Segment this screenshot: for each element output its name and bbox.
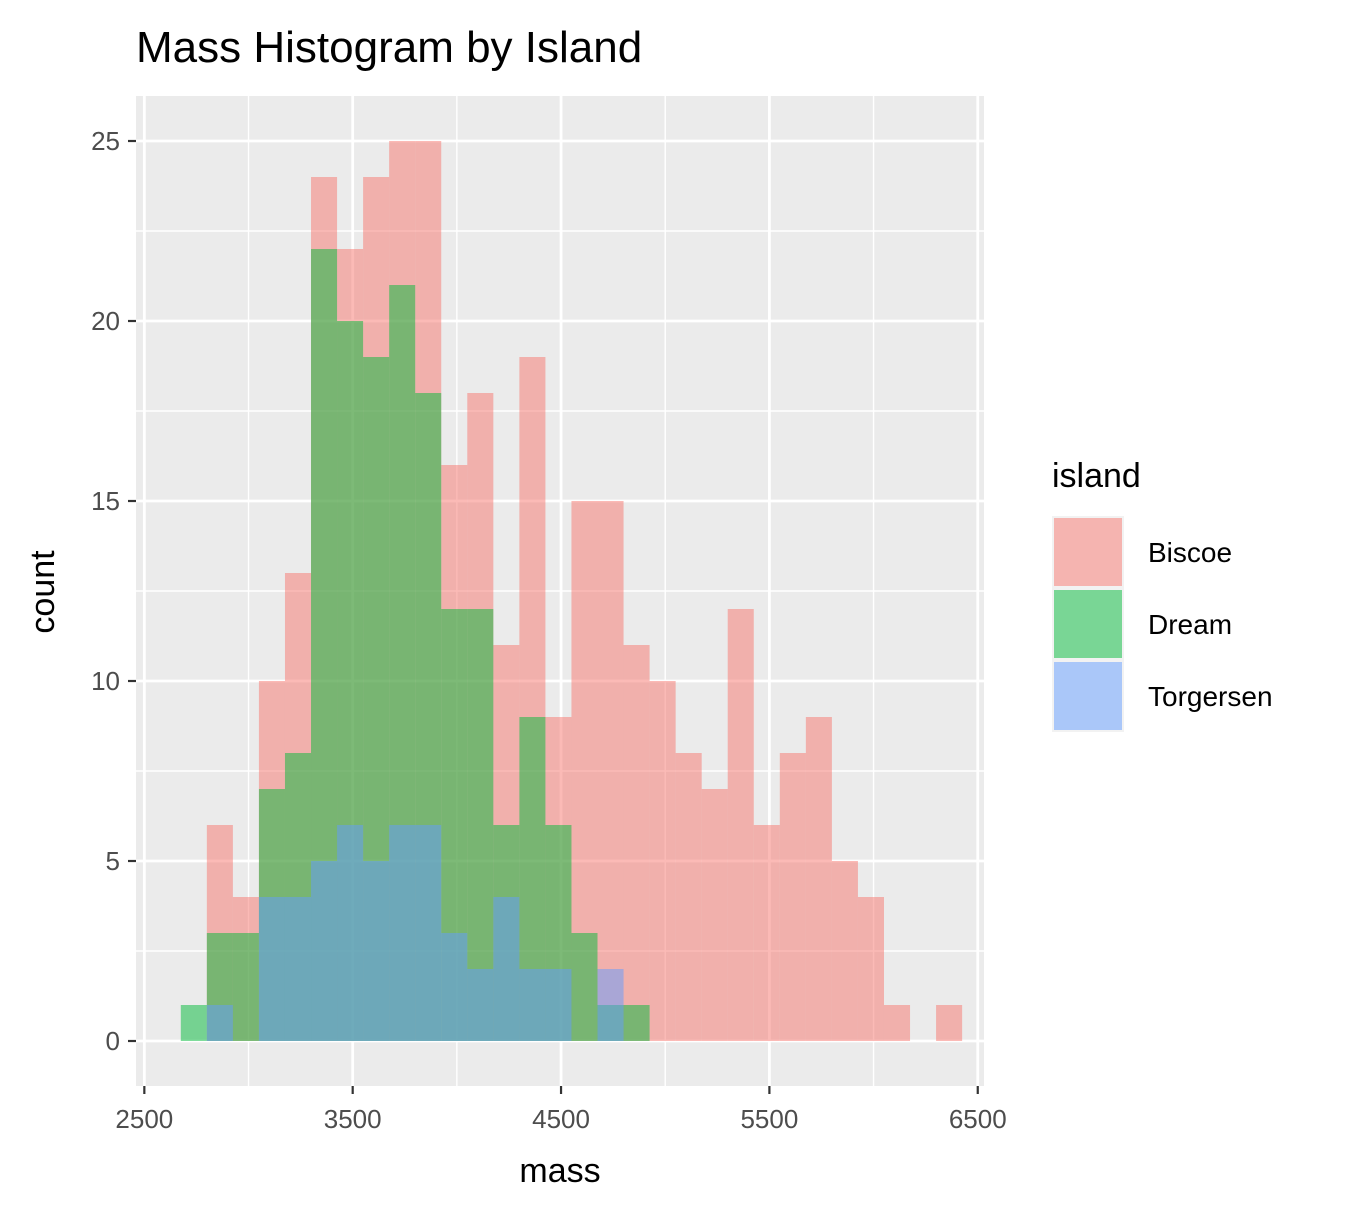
y-tick-label: 0 <box>106 1026 120 1056</box>
legend-item-torgersen: Torgersen <box>1052 660 1273 732</box>
bar-biscoe <box>701 789 728 1041</box>
bar-dream <box>623 1005 650 1041</box>
legend-swatch <box>1054 518 1122 586</box>
bar-torgersen <box>363 861 390 1041</box>
bar-torgersen <box>545 969 572 1041</box>
histogram-bars <box>180 141 963 1041</box>
bar-torgersen <box>206 1005 233 1041</box>
bar-biscoe <box>779 753 806 1041</box>
bar-torgersen <box>519 969 546 1041</box>
legend-label: Torgersen <box>1148 681 1273 712</box>
bar-biscoe <box>623 645 650 1041</box>
bar-biscoe <box>936 1005 963 1041</box>
x-tick-label: 4500 <box>532 1104 590 1134</box>
x-axis-title: mass <box>519 1152 600 1190</box>
legend-label: Dream <box>1148 609 1232 640</box>
bar-biscoe <box>727 609 754 1041</box>
legend-title: island <box>1052 457 1141 495</box>
y-tick-label: 25 <box>91 126 120 156</box>
bar-biscoe <box>597 501 624 1041</box>
legend-swatch <box>1054 662 1122 730</box>
bar-torgersen <box>493 897 520 1041</box>
legend: island Biscoe Dream Torgersen <box>1052 457 1273 732</box>
bar-torgersen <box>441 933 468 1041</box>
series-torgersen <box>206 825 624 1041</box>
y-tick-label: 10 <box>91 666 120 696</box>
bar-biscoe <box>649 681 676 1041</box>
x-tick-label: 5500 <box>740 1104 798 1134</box>
y-axis: 0 5 10 15 20 25 <box>91 126 136 1056</box>
bar-biscoe <box>883 1005 911 1041</box>
x-tick-label: 3500 <box>324 1104 382 1134</box>
bar-torgersen <box>467 969 494 1041</box>
bar-dream <box>180 1005 207 1041</box>
legend-item-biscoe: Biscoe <box>1052 516 1232 588</box>
bar-biscoe <box>857 897 884 1041</box>
y-tick-label: 15 <box>91 486 120 516</box>
x-tick-label: 2500 <box>115 1104 173 1134</box>
bar-torgersen <box>337 825 364 1041</box>
bar-torgersen <box>284 897 312 1041</box>
y-axis-title: count <box>24 550 62 634</box>
bar-torgersen <box>597 969 624 1041</box>
y-tick-label: 5 <box>106 846 120 876</box>
x-axis: 2500 3500 4500 5500 6500 <box>115 1086 1007 1134</box>
bar-biscoe <box>675 753 702 1041</box>
legend-item-dream: Dream <box>1052 588 1232 660</box>
legend-items: Biscoe Dream Torgersen <box>1052 516 1273 732</box>
bar-dream <box>232 933 259 1041</box>
bar-torgersen <box>389 825 416 1041</box>
bar-dream <box>571 933 598 1041</box>
chart-title: Mass Histogram by Island <box>136 23 642 72</box>
legend-label: Biscoe <box>1148 537 1232 568</box>
legend-swatch <box>1054 590 1122 658</box>
bar-torgersen <box>258 897 285 1041</box>
bar-biscoe <box>805 717 832 1041</box>
bar-biscoe <box>753 825 780 1041</box>
bar-biscoe <box>831 861 858 1041</box>
bar-torgersen <box>415 825 442 1041</box>
bar-torgersen <box>311 861 338 1041</box>
y-tick-label: 20 <box>91 306 120 336</box>
x-tick-label: 6500 <box>949 1104 1007 1134</box>
